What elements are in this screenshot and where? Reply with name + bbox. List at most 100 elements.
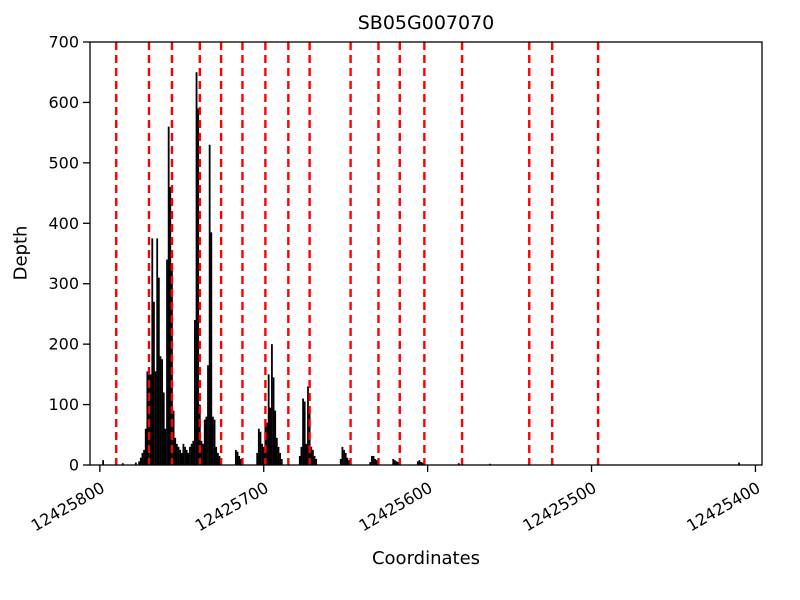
depth-bar xyxy=(212,416,214,465)
y-axis-label: Depth xyxy=(10,225,32,281)
depth-bar xyxy=(269,407,272,465)
depth-bar xyxy=(208,144,211,466)
depth-bar xyxy=(256,452,259,465)
y-tick-label: 700 xyxy=(48,33,79,52)
y-tick-label: 0 xyxy=(69,456,79,475)
depth-bar xyxy=(307,386,309,465)
depth-bar xyxy=(139,457,142,465)
depth-bar xyxy=(416,461,419,465)
y-tick-label: 400 xyxy=(48,214,79,233)
depth-bar xyxy=(302,398,304,465)
depth-bar xyxy=(185,449,188,465)
y-tick-label: 200 xyxy=(48,335,79,354)
depth-bar xyxy=(202,443,204,465)
depth-bar xyxy=(213,419,216,465)
depth-bar xyxy=(153,301,155,465)
depth-bar xyxy=(166,259,168,465)
depth-bar xyxy=(102,460,105,465)
depth-bar xyxy=(121,463,124,465)
depth-bar xyxy=(275,437,278,465)
depth-bar xyxy=(418,460,421,465)
depth-bar xyxy=(157,277,160,465)
depth-bar xyxy=(312,449,314,465)
depth-bar xyxy=(203,419,206,465)
depth-bar xyxy=(259,431,262,465)
chart-title: SB05G007070 xyxy=(357,12,495,34)
depth-bar xyxy=(134,462,137,465)
depth-bar xyxy=(195,72,198,466)
depth-bar xyxy=(182,443,185,465)
depth-bar xyxy=(154,371,157,465)
depth-bar xyxy=(172,410,175,465)
depth-bar xyxy=(189,446,191,465)
x-tick-label: 12425400 xyxy=(683,478,763,535)
x-tick-label: 12425600 xyxy=(356,478,436,535)
depth-bar xyxy=(236,451,239,465)
x-axis-label: Coordinates xyxy=(371,548,481,569)
x-tick-label: 12425500 xyxy=(520,478,600,535)
y-tick-label: 600 xyxy=(48,93,79,112)
x-tick-label: 12425700 xyxy=(192,478,272,535)
depth-bar xyxy=(180,452,183,465)
depth-bar xyxy=(218,455,221,465)
depth-bar xyxy=(179,449,182,465)
depth-bar xyxy=(194,319,196,465)
depth-bar xyxy=(192,440,195,465)
plot-frame xyxy=(89,41,763,466)
depth-bar xyxy=(375,460,378,465)
depth-bar xyxy=(148,368,150,465)
depth-bar xyxy=(372,455,375,465)
depth-bar xyxy=(257,428,260,465)
depth-bar xyxy=(371,455,373,465)
depth-bar xyxy=(143,449,145,465)
depth-bar xyxy=(207,365,209,465)
depth-bar xyxy=(149,374,152,465)
depth-bar xyxy=(215,446,218,465)
depth-bar xyxy=(190,443,193,465)
depth-bar xyxy=(392,458,395,465)
depth-bar xyxy=(279,452,282,465)
depth-bar xyxy=(239,458,242,465)
depth-bar xyxy=(138,461,141,465)
depth-bar xyxy=(271,344,273,465)
depth-bar xyxy=(339,458,342,465)
depth-bar xyxy=(393,460,396,465)
depth-bar xyxy=(216,452,219,465)
depth-bar xyxy=(159,356,162,465)
depth-bar xyxy=(141,452,144,465)
depth-bar xyxy=(169,187,172,465)
depth-bar xyxy=(272,377,275,465)
depth-bar xyxy=(346,457,349,465)
depth-bar xyxy=(146,371,149,465)
depth-bar xyxy=(175,443,178,465)
depth-bar xyxy=(313,455,316,465)
depth-bar xyxy=(266,422,268,465)
depth-bar xyxy=(162,392,165,465)
depth-bar xyxy=(280,458,283,465)
depth-bar xyxy=(200,440,203,465)
depth-bar xyxy=(457,463,460,465)
depth-bar xyxy=(262,446,265,465)
depth-bar xyxy=(156,238,159,465)
depth-bar xyxy=(300,446,303,465)
depth-bar xyxy=(420,461,422,465)
depth-bar xyxy=(161,359,164,465)
depth-bar xyxy=(303,401,306,465)
depth-bar xyxy=(374,458,377,465)
depth-bar xyxy=(197,108,200,465)
depth-bar xyxy=(177,446,180,465)
depth-bar xyxy=(395,461,398,465)
depth-bar xyxy=(341,446,344,465)
depth-bar xyxy=(298,455,301,465)
depth-bar xyxy=(369,461,372,465)
depth-bar xyxy=(234,449,237,465)
depth-bar xyxy=(277,446,280,465)
depth-bar xyxy=(144,428,147,465)
depth-bar xyxy=(421,462,424,465)
depth-bar xyxy=(267,374,270,465)
depth-bar xyxy=(261,443,263,465)
depth-bar xyxy=(310,446,313,465)
depth-bar xyxy=(151,238,154,465)
